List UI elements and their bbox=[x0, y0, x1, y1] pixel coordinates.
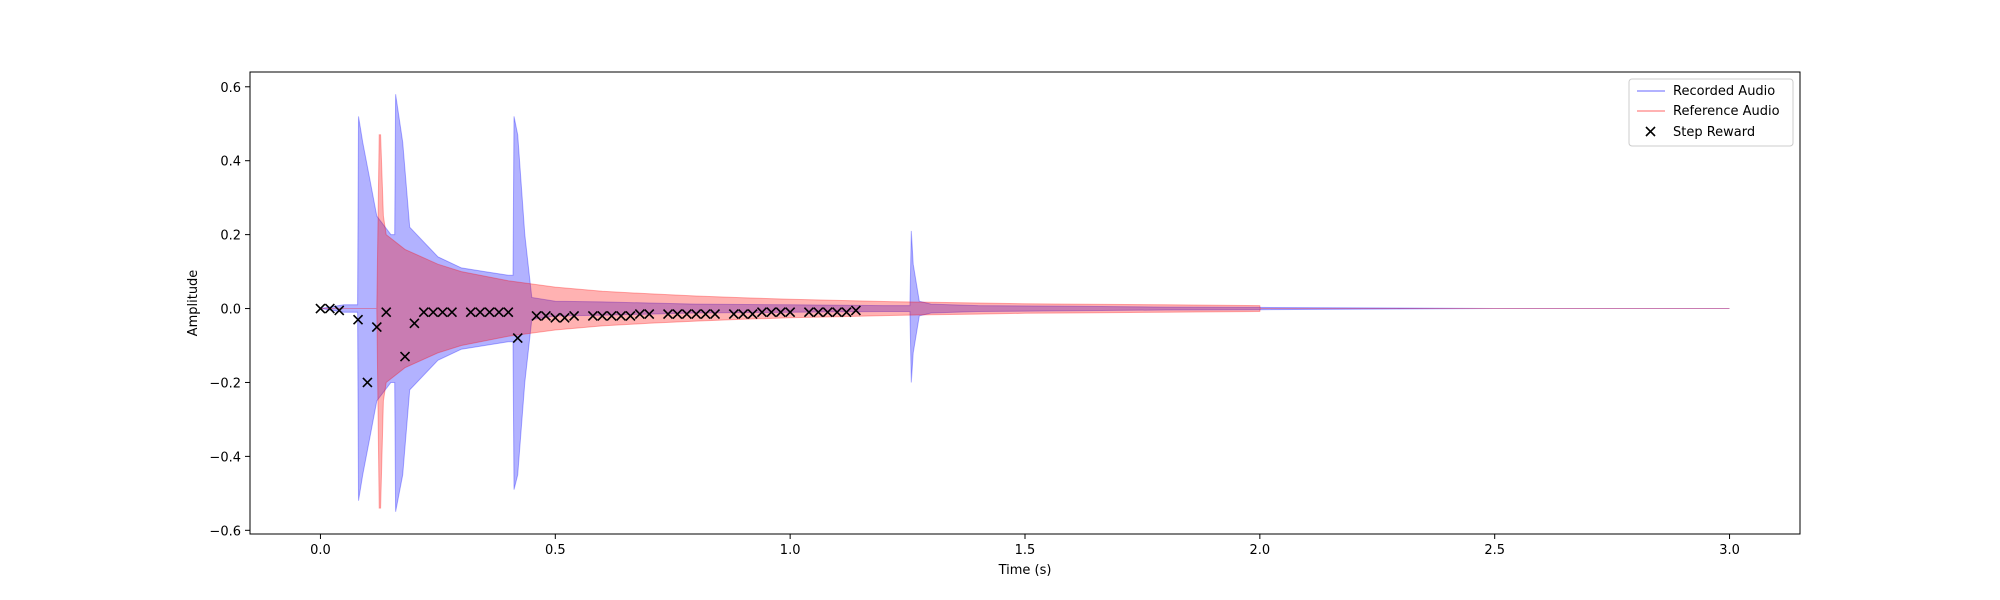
x-tick-label: 2.0 bbox=[1250, 543, 1271, 558]
step-reward-point-45 bbox=[813, 307, 824, 318]
y-tick-label: 0.2 bbox=[220, 229, 241, 244]
x-tick-label: 1.0 bbox=[780, 543, 801, 558]
y-tick-label: −0.2 bbox=[209, 376, 241, 391]
step-reward-point-27 bbox=[615, 310, 627, 322]
step-reward-point-48 bbox=[841, 307, 852, 318]
step-reward-point-32 bbox=[672, 309, 683, 320]
x-tick-label: 0.5 bbox=[545, 543, 566, 558]
step-reward-point-35 bbox=[700, 309, 711, 320]
y-tick-label: 0.0 bbox=[220, 303, 241, 318]
y-tick-label: −0.4 bbox=[209, 450, 241, 465]
step-reward-point-29 bbox=[634, 309, 645, 320]
step-reward-point-22 bbox=[559, 312, 570, 323]
legend: Recorded Audio Reference Audio Step Rewa… bbox=[1628, 78, 1794, 147]
step-reward-point-13 bbox=[465, 307, 476, 318]
step-reward-point-17 bbox=[503, 307, 514, 318]
step-reward-point-36 bbox=[709, 309, 721, 320]
step-reward-point-20 bbox=[540, 310, 551, 322]
step-reward-point-23 bbox=[569, 310, 580, 322]
step-reward-point-9 bbox=[418, 307, 429, 318]
step-reward-point-24 bbox=[587, 310, 598, 322]
step-reward-point-15 bbox=[484, 307, 495, 318]
x-tick-label: 3.0 bbox=[1719, 543, 1740, 558]
legend-label-reference: Reference Audio bbox=[1673, 104, 1780, 119]
step-reward-point-39 bbox=[747, 309, 758, 320]
legend-label-recorded: Recorded Audio bbox=[1673, 84, 1775, 99]
step-reward-point-16 bbox=[493, 307, 505, 318]
step-reward-point-1 bbox=[324, 303, 335, 314]
step-reward-point-8 bbox=[409, 318, 420, 329]
step-reward-point-26 bbox=[606, 310, 617, 322]
step-reward-point-25 bbox=[597, 310, 608, 322]
step-reward-point-10 bbox=[428, 307, 439, 318]
step-reward-point-28 bbox=[625, 310, 636, 322]
legend-marker-step-reward bbox=[1645, 126, 1656, 137]
step-reward-point-0 bbox=[315, 303, 326, 314]
x-tick-label: 1.5 bbox=[1015, 543, 1036, 558]
step-reward-point-38 bbox=[738, 309, 749, 320]
x-tick-label: 0.0 bbox=[310, 543, 331, 558]
x-axis-label: Time (s) bbox=[998, 563, 1052, 578]
step-reward-point-30 bbox=[644, 309, 655, 320]
x-axis: 0.0 0.5 1.0 1.5 2.0 2.5 3.0 bbox=[310, 534, 1740, 558]
y-tick-label: 0.4 bbox=[220, 155, 241, 170]
legend-label-step-reward: Step Reward bbox=[1673, 125, 1755, 140]
y-axis-label: Amplitude bbox=[186, 270, 201, 337]
series-0-waveform bbox=[320, 94, 1730, 512]
step-reward-point-7 bbox=[399, 351, 411, 362]
step-reward-point-41 bbox=[766, 307, 777, 318]
step-reward-point-46 bbox=[822, 307, 833, 318]
step-reward-point-49 bbox=[850, 305, 861, 316]
step-reward-point-18 bbox=[512, 333, 523, 344]
step-reward-point-44 bbox=[803, 307, 815, 318]
step-reward-point-5 bbox=[371, 321, 382, 333]
step-reward-point-42 bbox=[775, 307, 786, 318]
y-tick-label: −0.6 bbox=[209, 524, 241, 539]
step-reward-point-34 bbox=[691, 309, 702, 320]
step-reward-point-40 bbox=[756, 307, 768, 318]
step-reward-point-33 bbox=[681, 309, 692, 320]
step-reward-point-6 bbox=[381, 307, 392, 318]
step-reward-point-4 bbox=[362, 377, 373, 388]
x-tick-label: 2.5 bbox=[1484, 543, 1505, 558]
legend-box bbox=[1628, 78, 1794, 147]
step-reward-point-12 bbox=[446, 307, 458, 318]
step-reward-point-43 bbox=[785, 307, 796, 318]
step-reward-point-14 bbox=[475, 307, 486, 318]
step-reward-point-19 bbox=[531, 310, 542, 322]
y-tick-label: 0.6 bbox=[220, 81, 241, 96]
series-1-waveform bbox=[320, 134, 1730, 509]
y-axis: −0.6 −0.4 −0.2 0.0 0.2 0.4 0.6 bbox=[209, 81, 250, 539]
step-reward-point-11 bbox=[437, 307, 448, 318]
step-reward-point-3 bbox=[352, 314, 364, 325]
step-reward-point-31 bbox=[662, 309, 674, 320]
step-reward-point-37 bbox=[728, 309, 739, 320]
series-layer bbox=[315, 94, 1730, 512]
step-reward-point-2 bbox=[334, 305, 345, 316]
step-reward-point-21 bbox=[550, 312, 561, 323]
step-reward-point-47 bbox=[832, 307, 843, 318]
